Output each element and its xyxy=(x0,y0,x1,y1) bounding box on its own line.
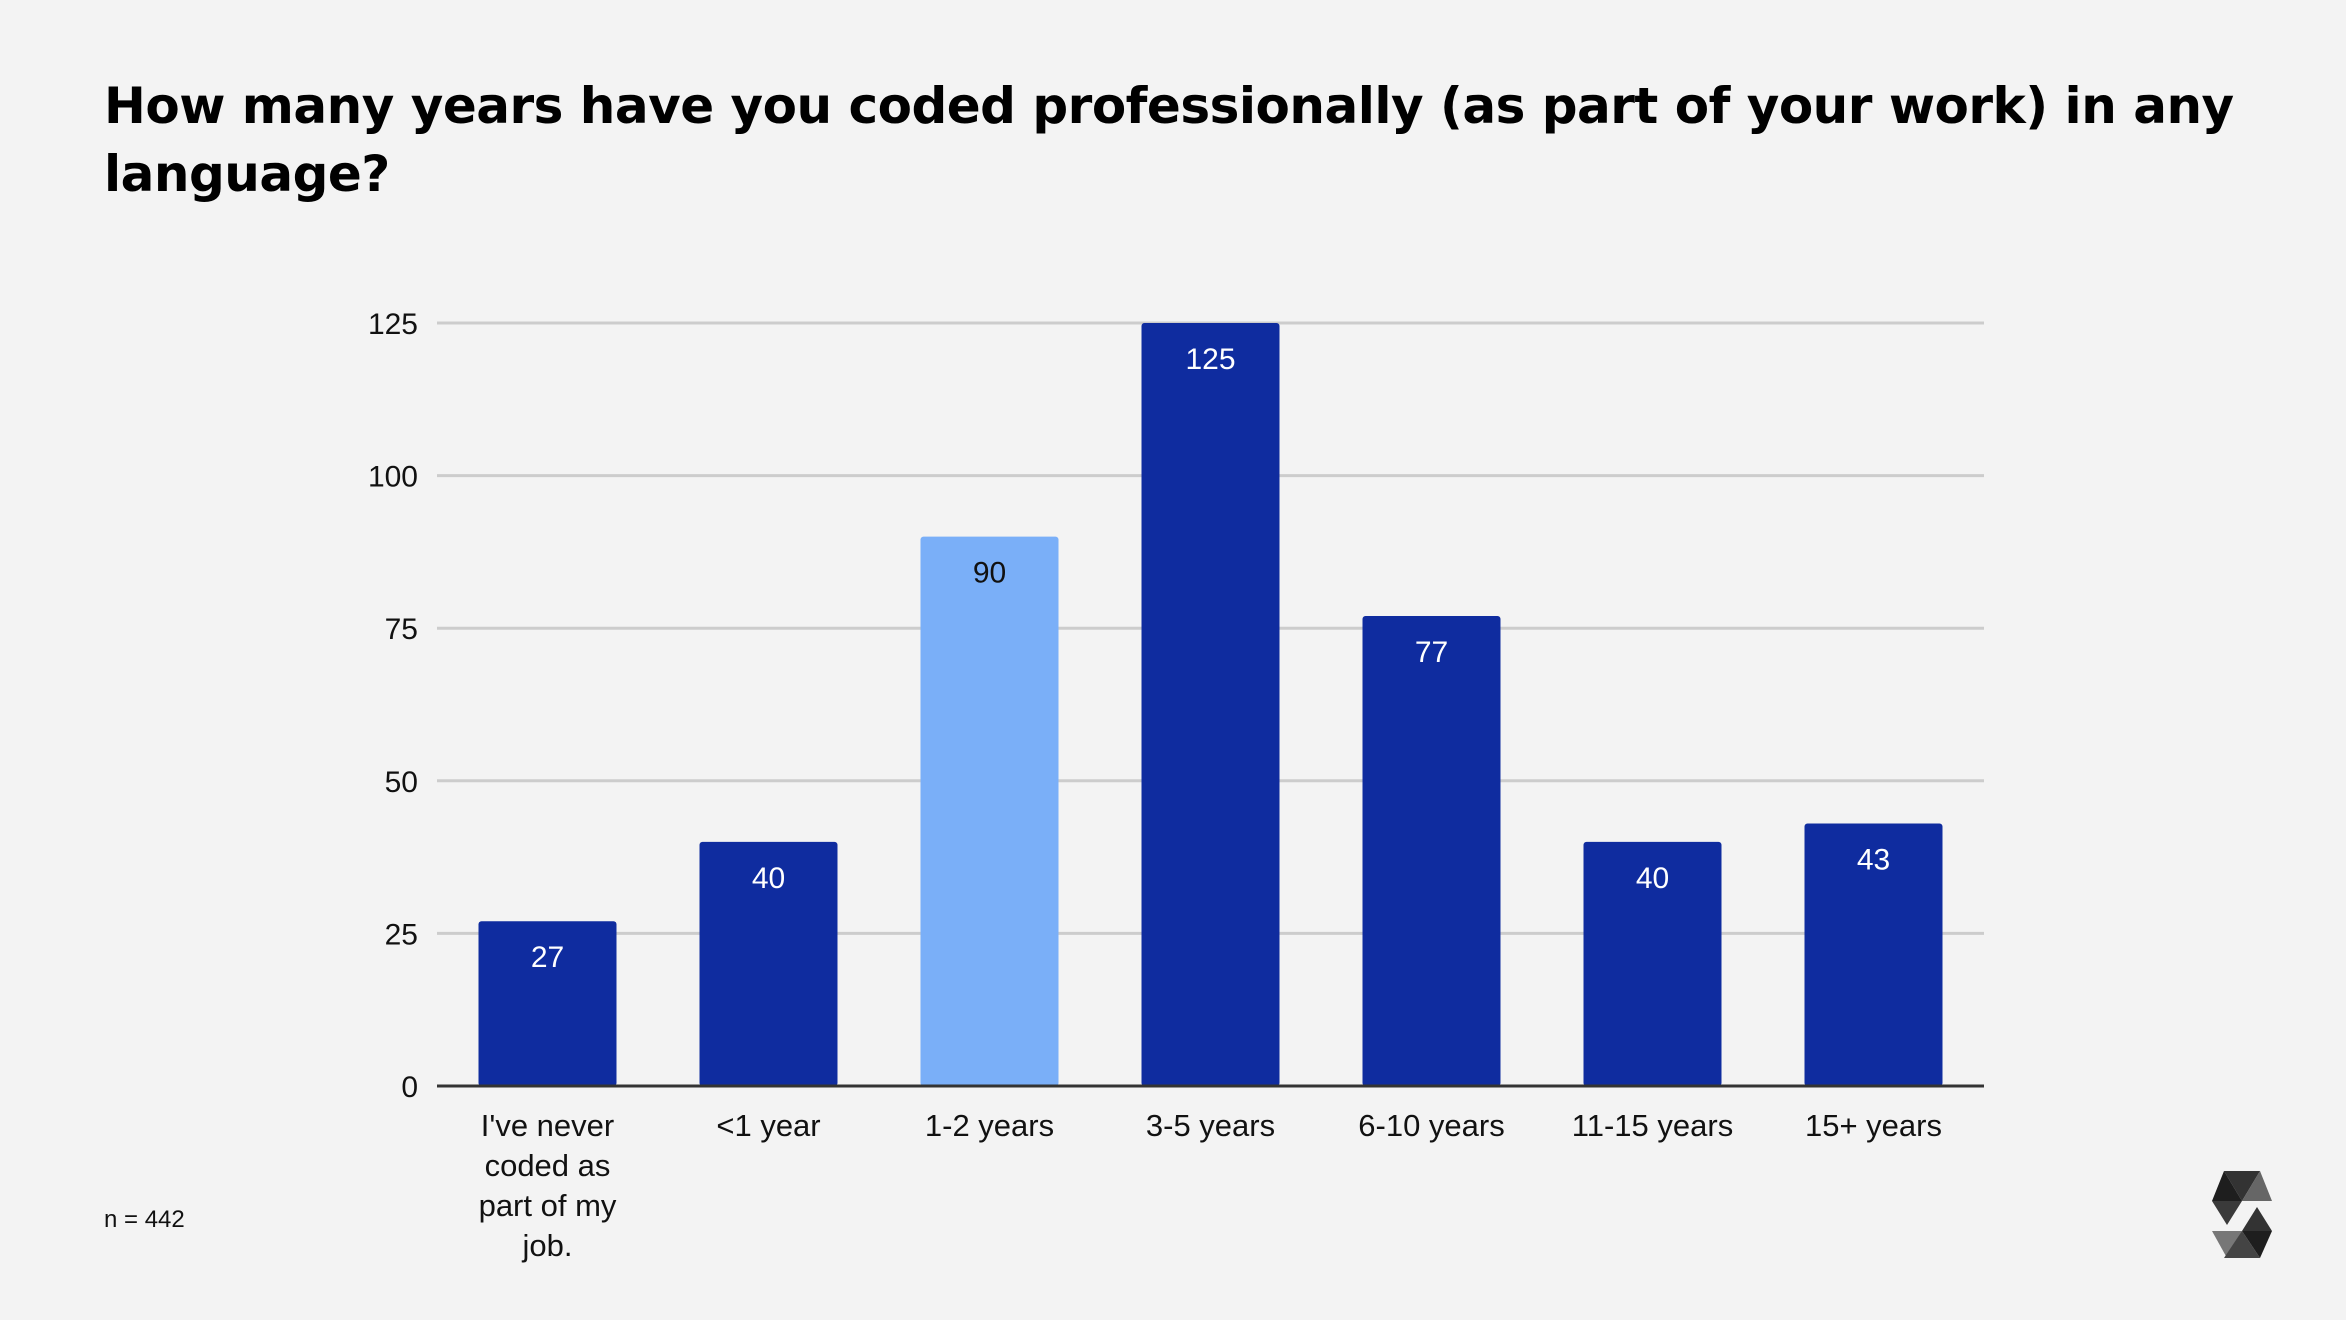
y-tick-label: 25 xyxy=(385,918,418,951)
data-label: 40 xyxy=(752,862,785,895)
sample-size-note: n = 442 xyxy=(104,1206,185,1233)
bar xyxy=(1362,615,1501,1086)
x-tick-label: <1 year xyxy=(716,1108,820,1143)
data-label: 77 xyxy=(1415,636,1448,669)
x-tick-label: 1-2 years xyxy=(925,1108,1054,1143)
y-tick-label: 0 xyxy=(401,1071,418,1104)
x-tick-label: I've never coded as part of my job. xyxy=(479,1108,617,1263)
solidity-logo-icon xyxy=(2212,1171,2272,1258)
x-tick-label: 6-10 years xyxy=(1358,1108,1504,1143)
bar xyxy=(478,921,617,1086)
y-tick-label: 100 xyxy=(368,461,418,494)
data-label: 90 xyxy=(973,557,1006,590)
bar xyxy=(1804,823,1943,1086)
bar xyxy=(699,841,838,1086)
y-tick-label: 50 xyxy=(385,766,418,799)
y-tick-label: 75 xyxy=(385,613,418,646)
data-label: 125 xyxy=(1185,343,1235,376)
x-tick-label: 11-15 years xyxy=(1572,1108,1733,1143)
x-tick-label: 3-5 years xyxy=(1146,1108,1275,1143)
bar xyxy=(920,536,1059,1086)
y-tick-label: 125 xyxy=(368,308,418,341)
data-label: 40 xyxy=(1636,862,1669,895)
chart-title: How many years have you coded profession… xyxy=(104,77,2234,203)
bar xyxy=(1583,841,1722,1086)
x-tick-label: 15+ years xyxy=(1805,1108,1942,1143)
data-label: 27 xyxy=(531,941,564,974)
data-label: 43 xyxy=(1857,844,1890,877)
bar xyxy=(1141,323,1280,1086)
